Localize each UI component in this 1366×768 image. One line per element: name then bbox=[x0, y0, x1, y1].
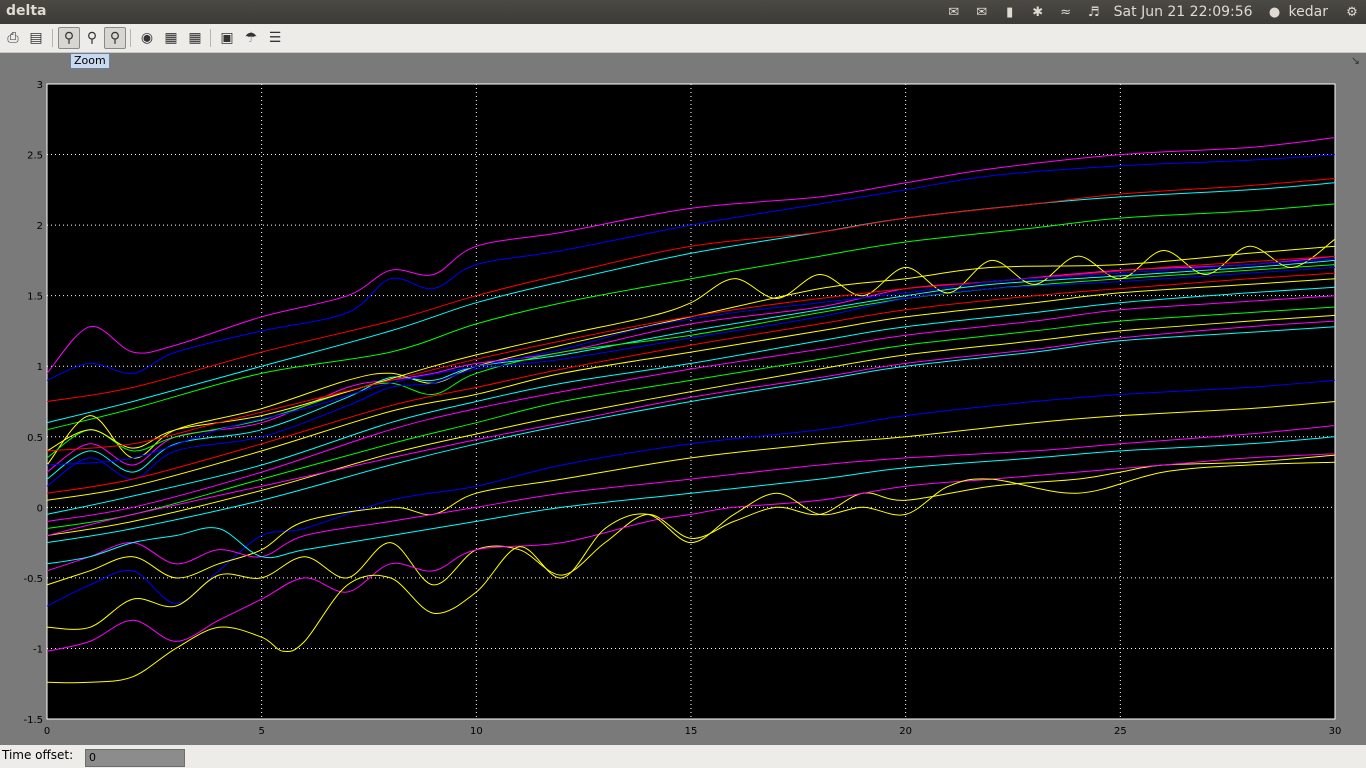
toolbar-separator bbox=[130, 29, 131, 47]
y-tick-label: 0 bbox=[37, 503, 43, 514]
clock[interactable]: Sat Jun 21 22:09:56 bbox=[1113, 4, 1253, 20]
series-line-20 bbox=[46, 401, 1336, 586]
time-offset-field: 0 bbox=[85, 749, 185, 767]
y-tick-label: 2 bbox=[37, 221, 43, 232]
series-line-16 bbox=[46, 314, 1336, 537]
time-offset-label: Time offset: bbox=[2, 748, 74, 762]
series-line-14 bbox=[46, 295, 1336, 522]
scope-toolbar: ⎙ ▤ ⚲ ⚲ ⚲ ◉ ▦ ▦ ▣ ☂ ☰ ↘ bbox=[0, 24, 1366, 67]
series-line-5 bbox=[46, 203, 1336, 431]
x-tick-label: 30 bbox=[1329, 726, 1342, 737]
x-tick-label: 25 bbox=[1114, 726, 1127, 737]
volume-icon[interactable]: ♬ bbox=[1087, 4, 1100, 20]
user-icon[interactable]: ● bbox=[1268, 4, 1281, 20]
wifi-icon[interactable]: ≈ bbox=[1060, 4, 1072, 20]
y-tick-label: -1.5 bbox=[23, 715, 43, 726]
mail-icon[interactable]: ✉ bbox=[976, 4, 988, 20]
toolbar-separator bbox=[52, 29, 53, 47]
print-icon[interactable]: ⎙ bbox=[7, 30, 19, 46]
scope-plot[interactable]: 0 5 10 15 20 25 30 -1.5 -1 -0.5 0 0.5 1 1.5 2 2.5 3 bbox=[0, 53, 1366, 745]
x-tick-label: 5 bbox=[258, 726, 264, 737]
series-line-27 bbox=[46, 255, 1336, 452]
series-line-10 bbox=[46, 266, 1336, 487]
autoscale-icon[interactable]: ◉ bbox=[140, 30, 154, 46]
series-line-2 bbox=[46, 154, 1336, 381]
zoom-icon[interactable]: ⚲ bbox=[58, 27, 80, 49]
series-line-1 bbox=[46, 137, 1336, 374]
bluetooth-icon[interactable]: ✱ bbox=[1032, 4, 1044, 20]
user-name[interactable]: kedar bbox=[1288, 4, 1328, 20]
series-line-11 bbox=[46, 272, 1336, 494]
status-bar: Time offset: 0 bbox=[0, 745, 1366, 768]
series-line-17 bbox=[46, 326, 1336, 544]
series-line-19 bbox=[46, 379, 1336, 607]
series-line-28 bbox=[46, 258, 1336, 466]
x-tick-label: 15 bbox=[685, 726, 698, 737]
y-tick-label: -0.5 bbox=[23, 574, 43, 585]
indicator-icon[interactable]: ✉ bbox=[948, 4, 960, 20]
series-line-23 bbox=[46, 454, 1336, 630]
y-tick-label: 1 bbox=[37, 362, 43, 373]
zoom-x-icon[interactable]: ⚲ bbox=[86, 30, 98, 46]
y-tick-label: 1.5 bbox=[27, 292, 43, 303]
battery-icon[interactable]: ▮ bbox=[1006, 4, 1014, 20]
x-tick-label: 20 bbox=[899, 726, 912, 737]
series-line-12 bbox=[46, 278, 1336, 501]
series-line-18 bbox=[46, 320, 1336, 537]
series-line-26 bbox=[46, 238, 1336, 452]
signal-selector-icon[interactable]: ☰ bbox=[268, 30, 282, 46]
restore-axes-icon[interactable]: ▦ bbox=[188, 30, 202, 46]
series-line-3 bbox=[46, 182, 1336, 424]
toolbar-separator bbox=[210, 29, 211, 47]
series-line-15 bbox=[46, 306, 1336, 529]
x-tick-label: 10 bbox=[470, 726, 483, 737]
window-title: delta bbox=[6, 3, 47, 19]
system-tray: ✉ ✉ ▮ ✱ ≈ ♬ Sat Jun 21 22:09:56 ● kedar … bbox=[940, 0, 1366, 24]
series-line-9 bbox=[46, 264, 1336, 459]
params-icon[interactable]: ▤ bbox=[29, 30, 43, 46]
zoom-tooltip: Zoom bbox=[70, 53, 110, 69]
y-tick-label: 2.5 bbox=[27, 151, 43, 162]
y-tick-label: 3 bbox=[37, 80, 43, 91]
series-line-22 bbox=[46, 436, 1336, 565]
lock-icon[interactable]: ☂ bbox=[244, 30, 258, 46]
series-line-8 bbox=[46, 259, 1336, 480]
series-line-21 bbox=[46, 425, 1336, 572]
top-panel: delta ✉ ✉ ▮ ✱ ≈ ♬ Sat Jun 21 22:09:56 ● … bbox=[0, 0, 1366, 24]
zoom-y-icon[interactable]: ⚲ bbox=[104, 27, 126, 49]
x-tick-label: 0 bbox=[44, 726, 50, 737]
series-line-25 bbox=[46, 461, 1336, 684]
series-line-13 bbox=[46, 286, 1336, 515]
series-line-4 bbox=[46, 178, 1336, 402]
y-tick-label: -1 bbox=[33, 644, 43, 655]
series-line-24 bbox=[46, 453, 1336, 652]
toolbar-expand-icon[interactable]: ↘ bbox=[1350, 54, 1360, 67]
floating-scope-icon[interactable]: ▣ bbox=[220, 30, 234, 46]
gear-icon[interactable]: ⚙ bbox=[1346, 4, 1358, 20]
y-tick-label: 0.5 bbox=[27, 433, 43, 444]
save-axes-icon[interactable]: ▦ bbox=[164, 30, 178, 46]
